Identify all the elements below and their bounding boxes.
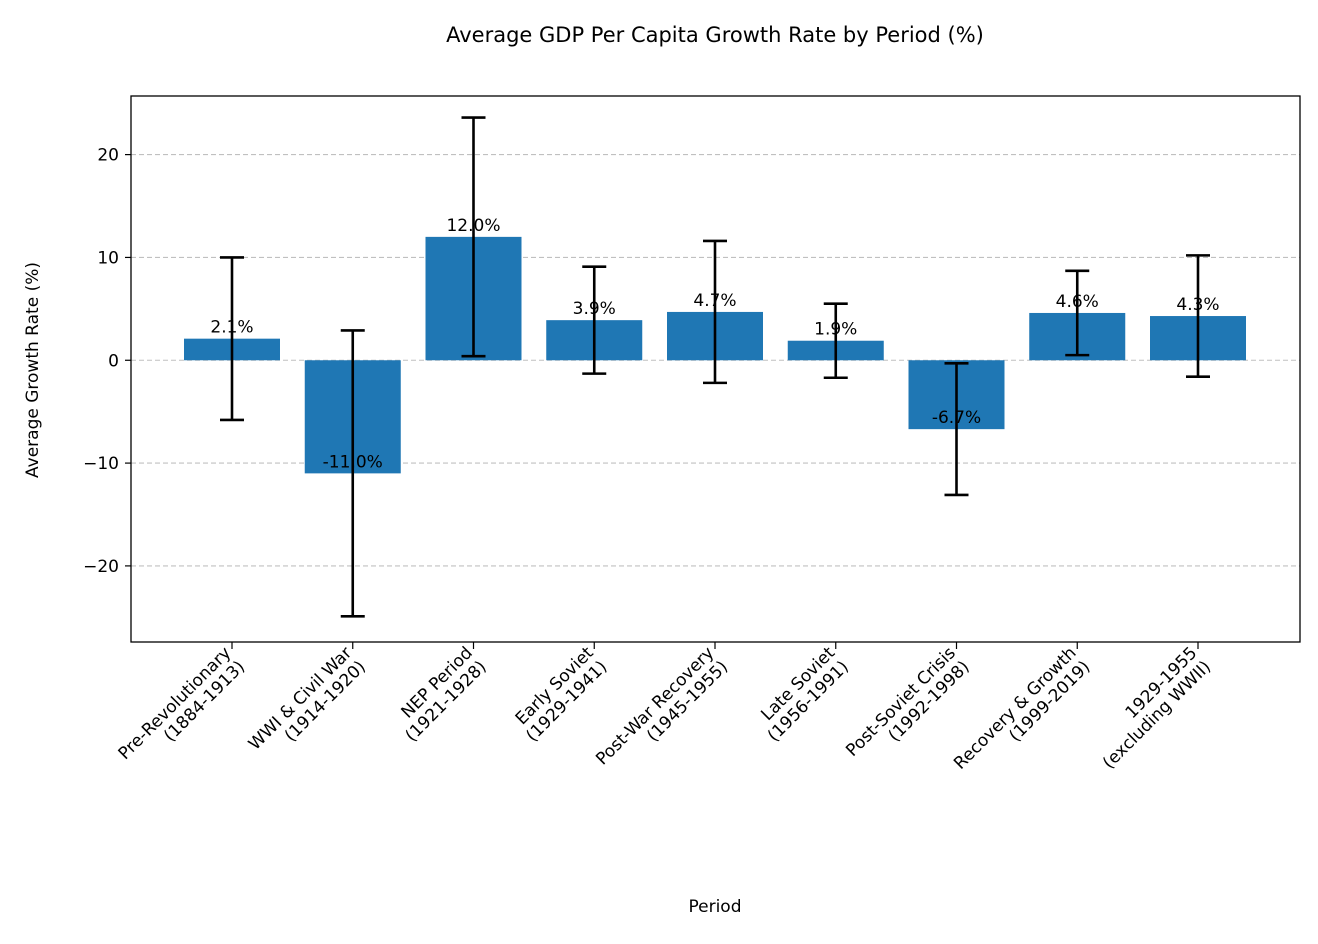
x-tick-label-line: Recovery & Growth <box>950 643 1080 773</box>
x-axis-ticks: Pre-Revolutionary(1884-1913)WWI & Civil … <box>115 642 1215 787</box>
data-label: -6.7% <box>932 408 981 428</box>
x-tick-label-text: NEP Period(1921-1928) <box>388 643 491 746</box>
x-tick-label-line: Pre-Revolutionary <box>115 643 236 764</box>
x-tick-label-text: WWI & Civil War(1914-1920) <box>245 643 370 768</box>
y-tick-label: 0 <box>108 351 119 371</box>
chart-title: Average GDP Per Capita Growth Rate by Pe… <box>446 23 984 47</box>
x-tick-label-text: Post-War Recovery(1945-1955) <box>592 643 732 783</box>
x-tick-label-text: Recovery & Growth(1999-2019) <box>950 643 1094 787</box>
data-label: 4.7% <box>693 291 736 311</box>
x-tick-label: Late Soviet(1956-1991) <box>750 643 853 746</box>
x-tick-label: WWI & Civil War(1914-1920) <box>245 643 370 768</box>
x-tick-label-text: Pre-Revolutionary(1884-1913) <box>115 643 250 778</box>
data-label: 1.9% <box>814 320 857 340</box>
data-label: 4.3% <box>1176 295 1219 315</box>
data-label: -11.0% <box>323 452 383 472</box>
y-tick-label: 20 <box>97 146 119 166</box>
error-bars <box>220 116 1210 618</box>
x-axis-label: Period <box>688 897 741 917</box>
y-axis-label: Average Growth Rate (%) <box>23 262 43 478</box>
y-axis-ticks: −20 −10 0 10 20 <box>83 146 131 577</box>
data-labels: 2.1% -11.0% 12.0% 3.9% 4.7% 1.9% -6.7% 4.6% 4.3% <box>210 216 1219 472</box>
x-tick-label-line: Post-War Recovery <box>592 643 718 769</box>
x-tick-label: Post-War Recovery(1945-1955) <box>592 643 732 783</box>
data-label: 3.9% <box>573 299 616 319</box>
data-label: 2.1% <box>210 318 253 338</box>
data-label: 12.0% <box>446 216 500 236</box>
x-tick-label: Pre-Revolutionary(1884-1913) <box>115 643 250 778</box>
x-tick-label: 1929-1955(excluding WWII) <box>1085 643 1215 773</box>
x-tick-label-text: Late Soviet(1956-1991) <box>750 643 853 746</box>
x-tick-label: Early Soviet(1929-1941) <box>509 643 612 746</box>
y-tick-label: 10 <box>97 248 119 268</box>
x-tick-label: Recovery & Growth(1999-2019) <box>950 643 1094 787</box>
x-tick-label-text: Early Soviet(1929-1941) <box>509 643 612 746</box>
x-tick-label-text: 1929-1955(excluding WWII) <box>1085 643 1215 773</box>
data-label: 4.6% <box>1056 292 1099 312</box>
y-tick-label: −20 <box>83 557 119 577</box>
x-tick-label: NEP Period(1921-1928) <box>388 643 491 746</box>
y-tick-label: −10 <box>83 454 119 474</box>
